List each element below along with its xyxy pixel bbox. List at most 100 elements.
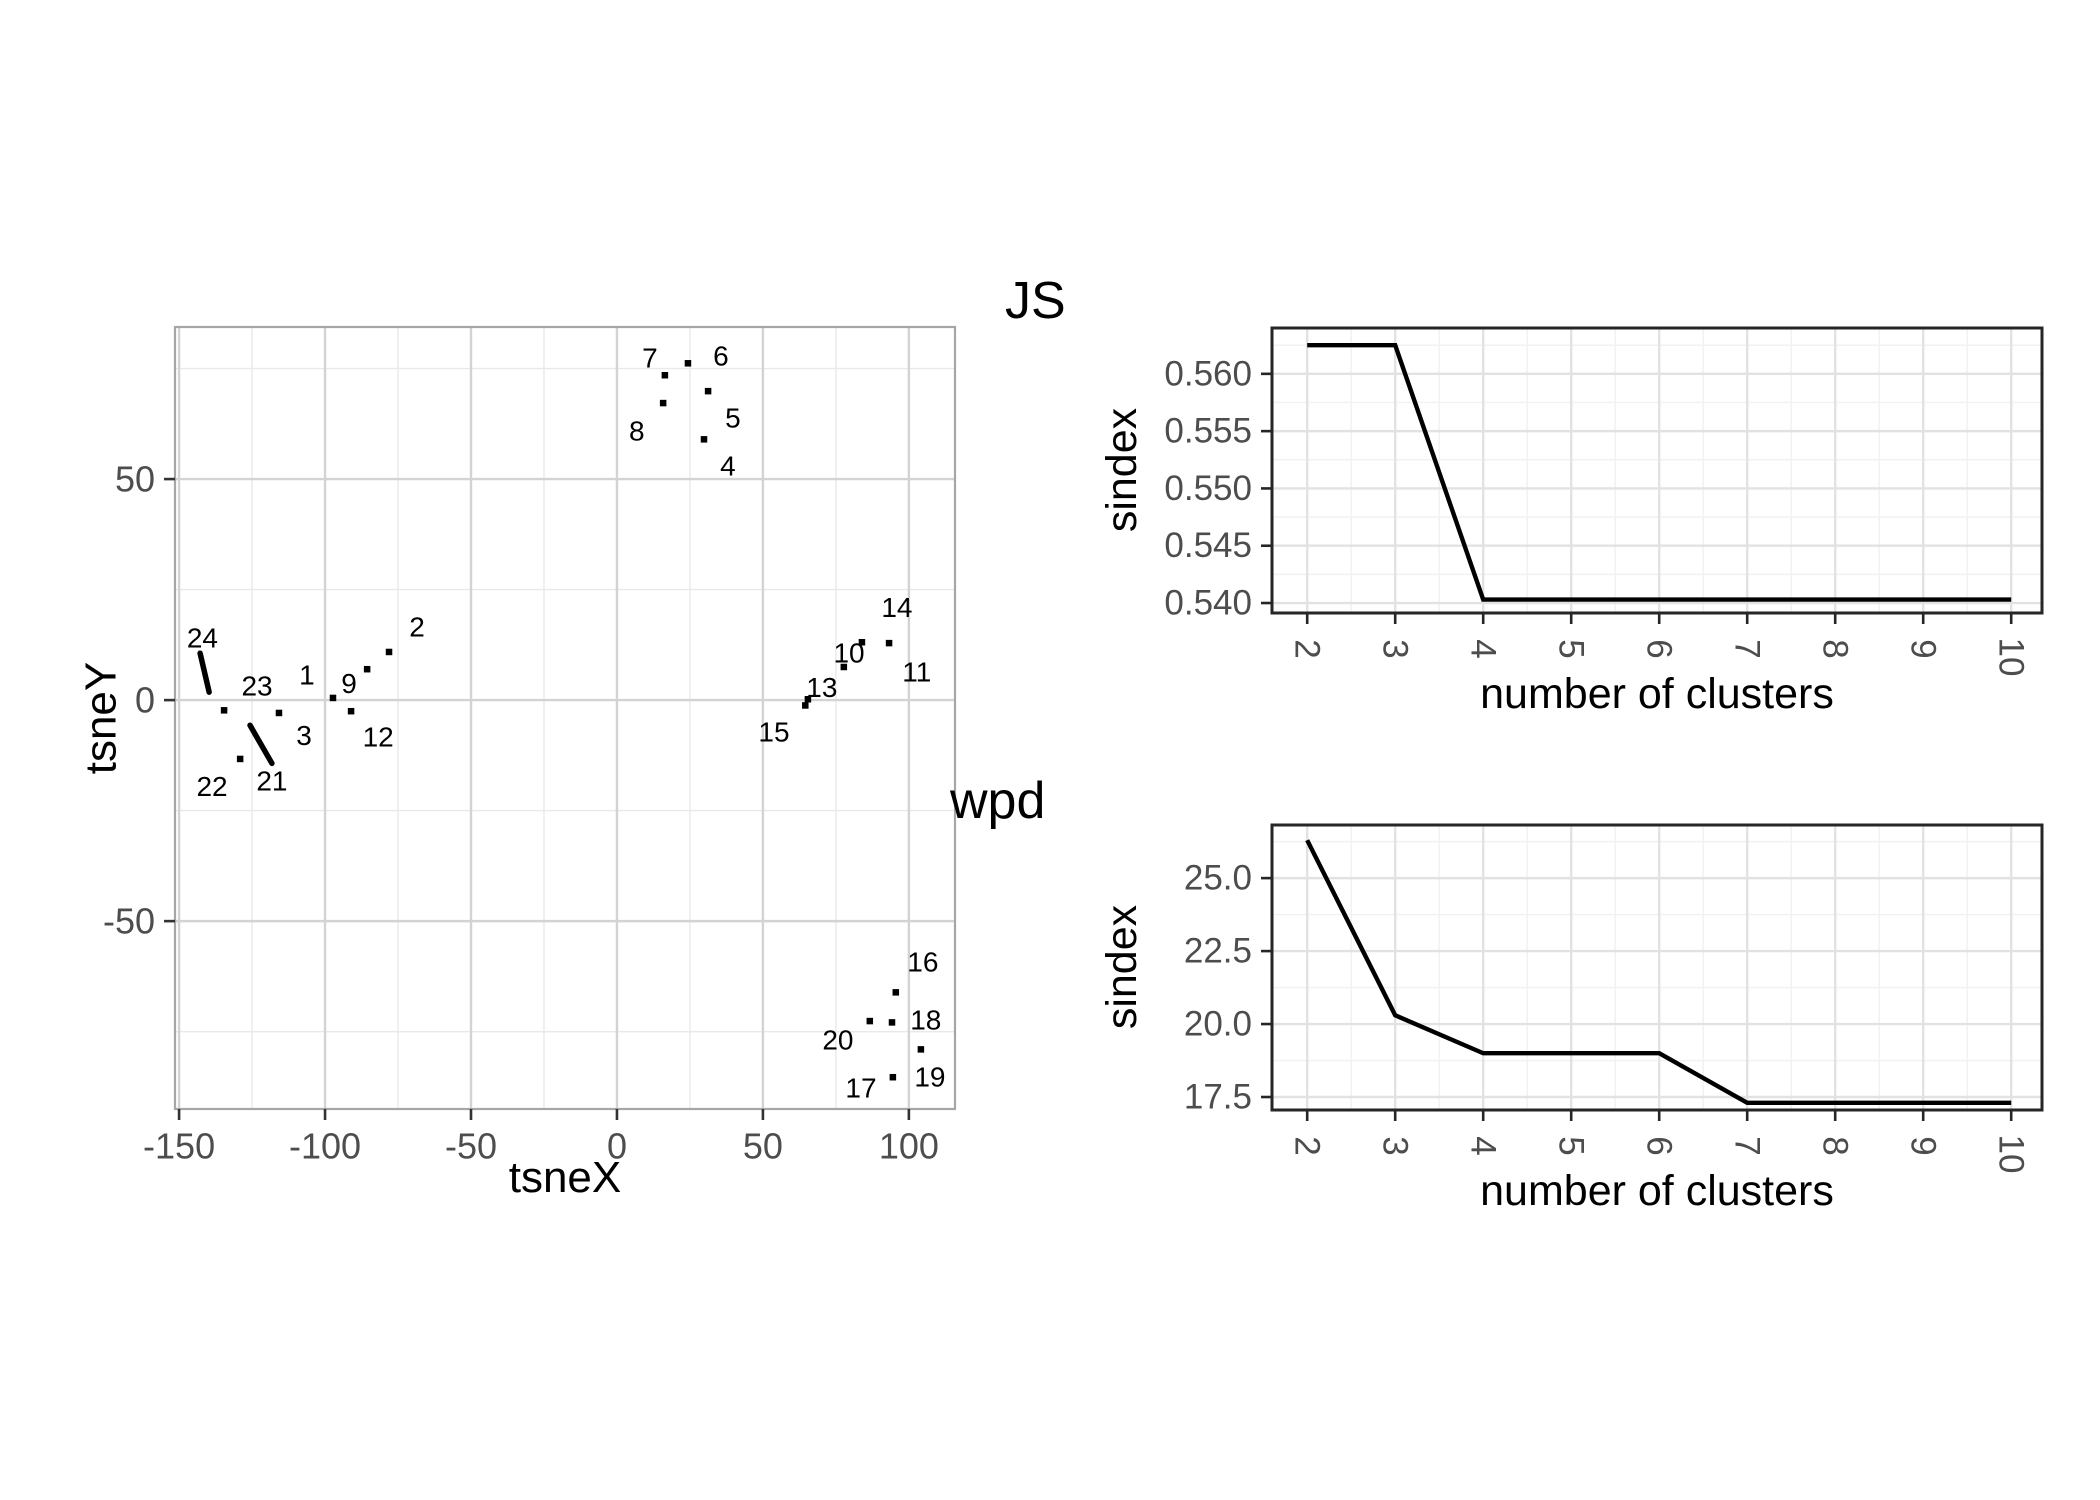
data-point: [363, 665, 371, 673]
point-label: 6: [713, 341, 729, 372]
x-tick-label: 10: [1992, 1135, 2031, 1174]
panel-border: [173, 325, 957, 1111]
series-line: [1305, 839, 2012, 1106]
x-tick-label: 9: [1904, 639, 1943, 658]
data-point: [704, 387, 712, 395]
y-tick-label: 0.560: [1164, 354, 1252, 393]
point-label: 1: [299, 659, 315, 690]
data-point: [889, 1073, 897, 1081]
x-tick-label: 8: [1816, 1136, 1855, 1155]
y-tick-label: 0.545: [1164, 526, 1252, 565]
y-axis-title: sindex: [1098, 904, 1146, 1029]
point-label: 10: [833, 638, 864, 669]
x-tick-label: 2: [1288, 639, 1327, 658]
data-point: [866, 1017, 874, 1025]
data-point: [892, 989, 900, 996]
x-tick-label: 6: [1640, 1136, 1679, 1155]
x-tick-label: 9: [1904, 1136, 1943, 1155]
point-label: 17: [845, 1073, 876, 1104]
y-tick-label: 50: [115, 459, 155, 500]
data-point: [888, 1019, 896, 1026]
x-tick-label: 50: [743, 1126, 783, 1167]
point-label: 20: [822, 1025, 853, 1056]
data-point: [917, 1046, 925, 1053]
x-tick-label: -100: [289, 1126, 361, 1167]
data-point: [858, 638, 866, 646]
x-tick-label: 7: [1728, 639, 1767, 658]
x-axis-title: number of clusters: [1480, 670, 1834, 718]
data-segment: [197, 650, 212, 695]
point-label: 22: [196, 771, 227, 802]
y-tick-label: 25.0: [1184, 859, 1252, 898]
data-point: [220, 707, 228, 714]
plot-title: JS: [1005, 272, 1066, 330]
point-label: 21: [256, 765, 287, 796]
x-tick-label: 8: [1816, 639, 1855, 658]
y-tick-label: 17.5: [1184, 1078, 1252, 1117]
y-tick-label: 20.0: [1184, 1005, 1252, 1044]
x-tick-label: 3: [1376, 639, 1415, 658]
y-tick-label: 0: [135, 680, 155, 721]
point-label: 3: [296, 720, 312, 751]
point-label: 11: [902, 657, 931, 688]
x-tick-label: 4: [1464, 1136, 1503, 1155]
x-axis-title: tsneX: [509, 1153, 622, 1202]
x-tick-label: 7: [1728, 1136, 1767, 1155]
series-line: [1307, 342, 2012, 602]
x-tick-label: -150: [143, 1126, 215, 1167]
panel-border: [1270, 823, 2044, 1112]
point-label: 24: [187, 623, 218, 654]
x-tick-label: 100: [879, 1126, 939, 1167]
point-label: 15: [758, 716, 789, 747]
y-tick-label: 22.5: [1184, 932, 1252, 971]
data-segment: [247, 722, 275, 767]
data-point: [329, 694, 337, 702]
data-point: [659, 399, 667, 407]
panel-border: [1270, 326, 2044, 615]
point-label: 5: [725, 403, 741, 434]
x-tick-label: 0: [607, 1126, 627, 1167]
point-label: 7: [642, 342, 658, 373]
data-point: [661, 371, 669, 379]
point-label: 4: [720, 451, 736, 482]
point-label: 12: [363, 722, 394, 753]
plot-title: wpd: [949, 772, 1045, 830]
x-tick-label: -50: [445, 1126, 497, 1167]
point-label: 14: [881, 592, 912, 623]
point-label: 19: [914, 1062, 945, 1093]
data-point: [840, 663, 848, 671]
data-point: [236, 755, 244, 763]
y-tick-label: 0.550: [1164, 469, 1252, 508]
y-axis-title: tsneY: [77, 662, 126, 775]
point-label: 16: [907, 947, 938, 978]
data-point: [347, 707, 355, 715]
x-tick-label: 5: [1552, 639, 1591, 658]
data-point: [804, 696, 812, 703]
data-point: [684, 360, 692, 367]
x-tick-label: 6: [1640, 639, 1679, 658]
data-point: [385, 648, 393, 656]
wpd-sindex-plot: 2 3 4 5 6 7 8 9 10 25.0 22.5 20.0 17.5 wpd number of c…: [949, 772, 2044, 1215]
point-label: 18: [910, 1005, 941, 1036]
x-tick-label: 4: [1464, 639, 1503, 658]
point-label: 8: [629, 415, 645, 446]
x-tick-label: 5: [1552, 1136, 1591, 1155]
data-point: [885, 639, 893, 647]
x-tick-label: 10: [1992, 638, 2031, 677]
x-tick-label: 3: [1376, 1136, 1415, 1155]
y-tick-label: 0.555: [1164, 412, 1252, 451]
point-label: 9: [341, 668, 357, 699]
data-point: [700, 436, 708, 443]
x-tick-label: 2: [1288, 1136, 1327, 1155]
js-sindex-plot: 2 3 4 5 6 7 8 9 10 0.560 0.555 0.550 0.545 0.540 JS num…: [1005, 272, 2044, 718]
point-label: 23: [241, 670, 272, 701]
data-point: [275, 709, 283, 717]
data-point: [802, 702, 809, 709]
y-tick-label: -50: [103, 901, 155, 942]
point-label: 2: [409, 612, 425, 643]
y-tick-label: 0.540: [1164, 584, 1252, 623]
x-axis-title: number of clusters: [1480, 1167, 1834, 1215]
